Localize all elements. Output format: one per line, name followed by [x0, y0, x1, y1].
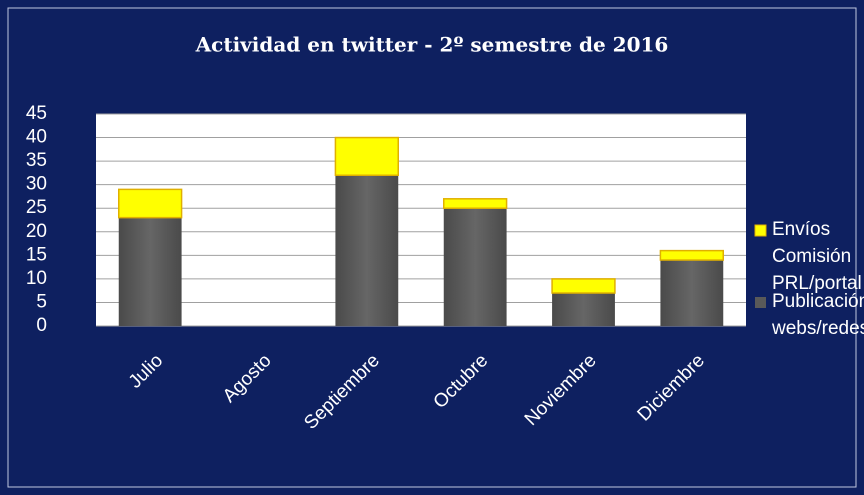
bar-segment — [118, 217, 182, 326]
x-tick-label: Septiembre — [300, 350, 384, 434]
bar-segment — [552, 293, 615, 326]
x-tick-label: Octubre — [430, 350, 493, 413]
bar-segment — [551, 278, 616, 294]
y-tick-label: 10 — [26, 268, 47, 289]
y-tick-label: 5 — [36, 291, 47, 312]
y-tick-label: 15 — [26, 244, 47, 265]
x-tick-label: Agosto — [219, 350, 276, 407]
plot-area — [96, 114, 746, 326]
bar-segment — [335, 175, 399, 326]
bar-segment — [660, 260, 724, 326]
legend-swatch — [755, 297, 766, 308]
y-tick-label: 25 — [26, 197, 47, 218]
bar-segment — [659, 249, 725, 261]
y-tick-label: 20 — [26, 221, 47, 242]
legend-swatch — [754, 224, 767, 237]
bar-segment — [118, 188, 183, 219]
legend-label: Envíos Comisión PRL/portal — [772, 219, 862, 294]
legend-label: Publicación webs/redes — [772, 291, 864, 339]
y-tick-label: 30 — [26, 174, 47, 195]
bar-segment — [443, 198, 508, 209]
bar-segment — [334, 136, 399, 176]
x-tick-label: Julio — [125, 350, 167, 392]
y-tick-label: 35 — [26, 150, 47, 171]
x-tick-label: Diciembre — [634, 350, 709, 425]
y-tick-label: 45 — [26, 103, 47, 124]
chart-title: Actividad en twitter - 2º semestre de 20… — [195, 33, 669, 57]
y-tick-label: 40 — [26, 127, 47, 148]
y-tick-label: 0 — [36, 315, 47, 336]
frame — [7, 7, 857, 488]
bar-segment — [443, 208, 507, 326]
x-tick-label: Noviembre — [521, 350, 601, 430]
